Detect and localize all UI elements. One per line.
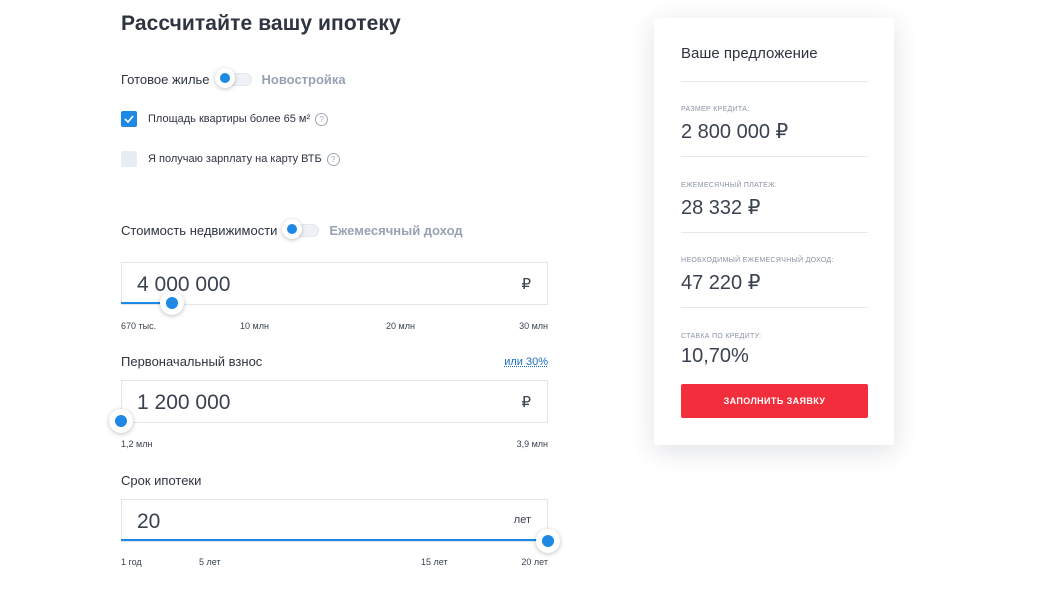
term-label: Срок ипотеки [121, 473, 202, 488]
divider [681, 156, 868, 157]
slider-tick-label: 20 млн [386, 321, 415, 331]
down-payment-value[interactable]: 1 200 000 [137, 391, 231, 414]
option-salary-row[interactable]: Я получаю зарплату на карту ВТБ ? [121, 151, 340, 167]
monthly-payment-value: 28 332 ₽ [681, 197, 761, 219]
option-area-row[interactable]: Площадь квартиры более 65 м² ? [121, 111, 329, 127]
offer-card-title: Ваше предложение [681, 45, 818, 62]
term-unit: лет [513, 514, 531, 526]
property-cost-mode-label[interactable]: Стоимость недвижимости [121, 222, 278, 238]
property-cost-input[interactable]: 4 000 000 ₽ [121, 262, 548, 305]
divider [681, 81, 868, 82]
slider-tick-label: 3,9 млн [516, 439, 548, 449]
monthly-payment-label: ЕЖЕМЕСЯЧНЫЙ ПЛАТЕЖ: [681, 182, 778, 189]
ready-housing-label[interactable]: Готовое жилье [121, 71, 210, 87]
divider [681, 232, 868, 233]
offer-card: Ваше предложение РАЗМЕР КРЕДИТА: 2 800 0… [654, 18, 894, 445]
interest-rate-label: СТАВКА ПО КРЕДИТУ: [681, 333, 762, 340]
term-slider-handle[interactable] [536, 529, 560, 553]
submit-application-button[interactable]: ЗАПОЛНИТЬ ЗАЯВКУ [681, 384, 868, 418]
property-type-toggle-row: Готовое жилье Новостройка [121, 68, 346, 88]
slider-tick-label: 5 лет [199, 557, 221, 567]
slider-tick-label: 20 лет [521, 557, 548, 567]
down-payment-slider-handle[interactable] [109, 409, 133, 433]
switch-knob[interactable] [214, 68, 235, 88]
calc-mode-switch[interactable] [282, 219, 320, 239]
switch-knob[interactable] [282, 219, 303, 239]
page-title: Рассчитайте вашу ипотеку [121, 12, 401, 35]
checkmark-icon [124, 115, 134, 123]
down-payment-label: Первоначальный взнос [121, 354, 263, 369]
slider-tick-label: 15 лет [421, 557, 448, 567]
salary-checkbox-label: Я получаю зарплату на карту ВТБ [148, 153, 322, 165]
ruble-sign: ₽ [521, 276, 531, 293]
down-payment-input[interactable]: 1 200 000 ₽ [121, 380, 548, 423]
required-income-value: 47 220 ₽ [681, 272, 761, 294]
ruble-sign: ₽ [521, 394, 531, 411]
area-checkbox[interactable] [121, 111, 137, 127]
property-cost-slider-handle[interactable] [160, 291, 185, 315]
term-value[interactable]: 20 [137, 510, 161, 533]
help-icon[interactable]: ? [315, 112, 329, 126]
monthly-income-mode-label[interactable]: Ежемесячный доход [329, 222, 463, 238]
property-type-switch[interactable] [214, 68, 252, 88]
calc-mode-toggle-row: Стоимость недвижимости Ежемесячный доход [121, 219, 463, 239]
help-icon[interactable]: ? [326, 152, 340, 166]
loan-amount-value: 2 800 000 ₽ [681, 121, 789, 143]
salary-checkbox[interactable] [121, 151, 137, 167]
new-building-label[interactable]: Новостройка [261, 71, 346, 87]
slider-tick-label: 670 тыс. [121, 321, 157, 331]
term-slider-fill [121, 539, 548, 541]
area-checkbox-label: Площадь квартиры более 65 м² [148, 113, 311, 125]
required-income-label: НЕОБХОДИМЫЙ ЕЖЕМЕСЯЧНЫЙ ДОХОД: [681, 257, 834, 264]
loan-amount-label: РАЗМЕР КРЕДИТА: [681, 106, 750, 113]
property-cost-value[interactable]: 4 000 000 [137, 273, 231, 296]
slider-tick-label: 30 млн [519, 321, 548, 331]
interest-rate-value: 10,70% [681, 345, 749, 367]
term-input[interactable]: 20 лет [121, 499, 548, 542]
down-payment-percent-link[interactable]: или 30% [504, 356, 548, 368]
divider [681, 307, 868, 308]
slider-tick-label: 10 млн [240, 321, 269, 331]
property-cost-slider-fill [121, 302, 173, 304]
slider-tick-label: 1,2 млн [121, 439, 153, 449]
slider-tick-label: 1 год [121, 557, 142, 567]
